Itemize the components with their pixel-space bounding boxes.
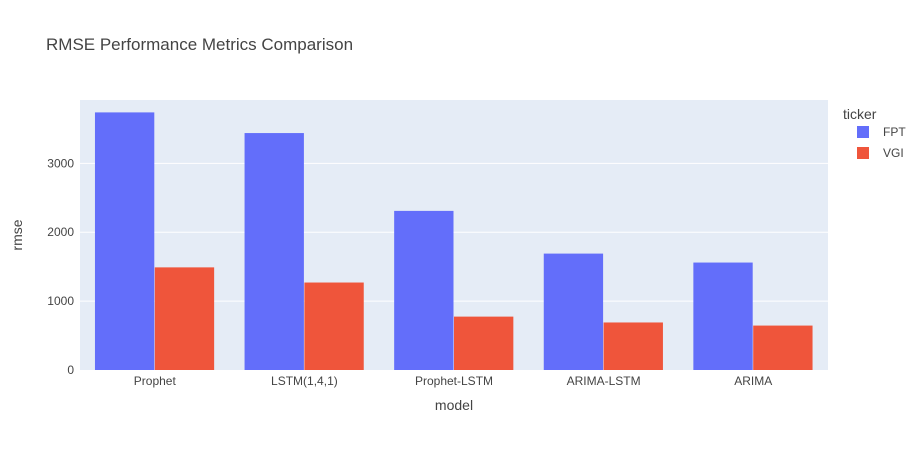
- bar-vgi[interactable]: [753, 325, 813, 370]
- legend-swatch-fpt[interactable]: [857, 126, 869, 138]
- legend[interactable]: ticker FPT VGI: [843, 106, 906, 160]
- x-tick-label: LSTM(1,4,1): [271, 374, 338, 388]
- bar-fpt[interactable]: [543, 253, 604, 370]
- legend-item-fpt[interactable]: FPT: [883, 125, 906, 139]
- x-tick-label: ARIMA: [734, 374, 772, 388]
- y-tick-label: 3000: [47, 156, 74, 170]
- bar-vgi[interactable]: [454, 316, 514, 370]
- x-tick-label: Prophet-LSTM: [415, 374, 493, 388]
- bar-fpt[interactable]: [244, 133, 304, 370]
- legend-swatch-vgi[interactable]: [857, 147, 869, 159]
- legend-item-vgi[interactable]: VGI: [883, 146, 904, 160]
- bar-fpt[interactable]: [394, 210, 454, 370]
- x-axis-ticks: Prophet LSTM(1,4,1) Prophet-LSTM ARIMA-LSTM…: [134, 374, 772, 388]
- y-axis-title: rmse: [9, 219, 25, 250]
- bar-vgi[interactable]: [154, 267, 215, 370]
- chart-title: RMSE Performance Metrics Comparison: [46, 35, 353, 54]
- bars: [94, 112, 813, 371]
- bar-vgi[interactable]: [304, 282, 364, 370]
- x-tick-label: Prophet: [134, 374, 177, 388]
- y-tick-label: 0: [67, 363, 74, 377]
- bar-fpt[interactable]: [94, 112, 155, 371]
- x-tick-label: ARIMA-LSTM: [567, 374, 641, 388]
- bar-vgi[interactable]: [603, 322, 663, 370]
- y-tick-label: 1000: [47, 294, 74, 308]
- legend-title: ticker: [843, 106, 877, 122]
- y-axis-ticks: 0 1000 2000 3000: [47, 156, 74, 377]
- bar-fpt[interactable]: [693, 262, 753, 370]
- x-axis-title: model: [435, 397, 473, 413]
- y-tick-label: 2000: [47, 225, 74, 239]
